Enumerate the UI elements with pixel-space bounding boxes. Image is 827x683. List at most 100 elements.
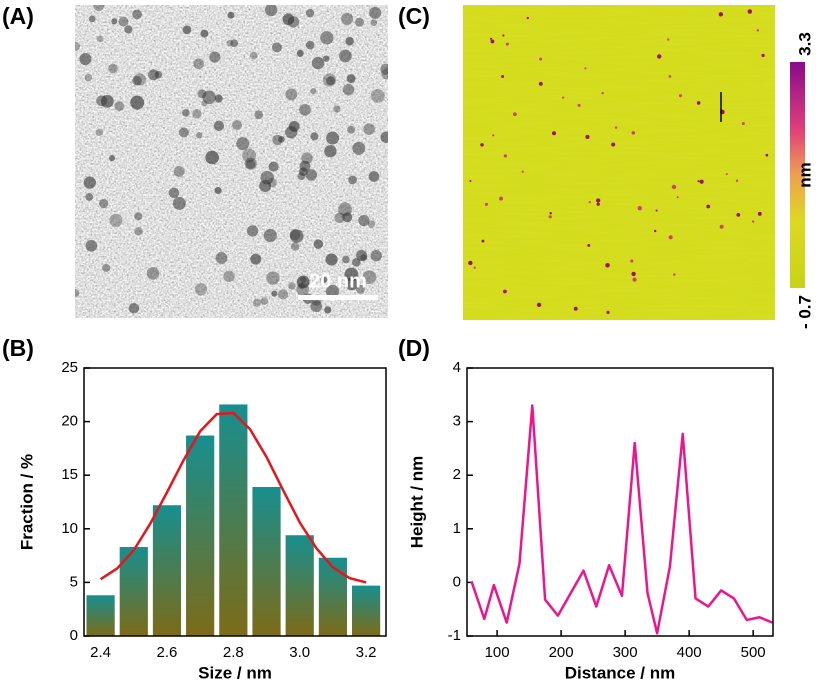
particle [266,271,280,285]
particle [109,213,123,227]
bar [285,535,314,636]
particle [288,282,296,290]
particle [242,148,257,163]
particle [320,276,328,284]
y-tick-label: 15 [61,466,78,483]
particle [368,171,380,182]
particle [577,103,581,107]
particle [236,137,250,151]
particle [355,17,364,27]
particle [725,173,728,176]
particle [490,37,493,40]
particle [214,94,223,103]
particle [605,262,610,268]
particle [342,212,353,223]
particle [468,260,473,266]
particle [246,225,259,237]
tem-texture [75,5,388,318]
particle [130,95,145,110]
particle [539,57,543,61]
particle [657,54,662,59]
plot-frame [466,367,774,637]
bar [86,595,115,636]
particle [747,9,753,14]
bar [152,505,182,636]
particle [697,180,700,183]
particle [320,31,334,45]
y-tick-label: 1 [453,520,461,537]
particle [202,90,216,105]
bar [186,435,215,636]
particle [192,109,202,119]
particle [96,95,108,107]
particle [232,120,243,131]
particle [134,227,143,236]
particle [551,131,556,136]
particle [263,228,277,243]
particle [289,229,301,241]
particle [111,18,118,25]
particle [193,58,205,70]
x-tick-label: 3.0 [289,644,310,661]
particle [370,250,382,262]
particle [501,75,505,78]
particle [79,53,92,66]
line [470,404,773,635]
particle [655,209,658,212]
particle [351,257,361,267]
x-axis-label: Distance / nm [565,663,676,682]
y-axis-label: Height / nm [407,456,426,549]
x-tick-label: 300 [613,644,638,661]
particle [325,284,340,299]
particle [195,132,203,139]
particle [548,215,552,219]
particle [197,89,207,99]
particle [356,249,368,261]
bar [351,585,381,636]
particle [614,126,618,129]
bar [252,486,281,636]
particle [93,5,105,11]
particle [310,88,317,95]
particle [596,202,600,206]
particle [480,143,484,147]
particle [757,211,762,216]
bar [318,557,348,636]
particle [288,120,300,132]
particle [326,131,340,145]
particle [264,5,278,17]
particle [96,35,104,43]
particle [271,290,278,297]
y-tick-label: 3 [453,413,461,430]
particle [299,160,311,172]
particle [172,196,186,210]
plot-frame [83,367,387,637]
particle [611,142,616,147]
particle [250,253,262,265]
particle [324,306,332,314]
colorbar [790,62,805,288]
particle [311,56,325,70]
particle [310,300,323,312]
particle [95,128,103,136]
scale-bar-label: 20 nm [309,270,367,292]
particle [492,134,495,137]
particle [305,40,315,50]
x-axis-label: Size / nm [198,663,272,682]
particle [719,224,724,229]
particle [209,51,221,63]
particle [596,198,601,203]
particle [381,68,388,80]
particle [201,100,208,107]
particle [344,267,359,282]
particle [334,212,345,224]
particle [322,55,330,62]
y-tick-label: -1 [448,627,461,644]
particle [761,53,765,58]
particle [585,134,590,140]
particle [735,179,739,182]
particle [244,157,257,170]
particle [668,235,673,240]
particle [499,196,504,201]
y-tick-label: 5 [70,573,78,590]
